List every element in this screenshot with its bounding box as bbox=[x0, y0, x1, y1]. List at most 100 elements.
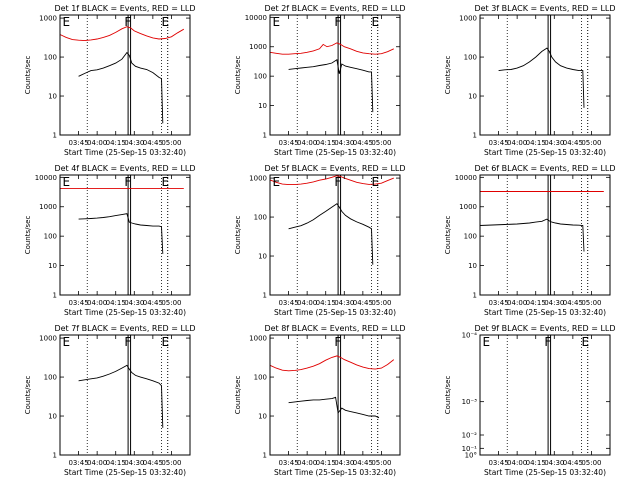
series-lld-line bbox=[269, 355, 395, 372]
y-tick-label: 1 bbox=[473, 292, 477, 300]
x-tick-label: 05:00 bbox=[581, 139, 601, 147]
y-tick-label: 1 bbox=[473, 132, 477, 140]
x-tick-label: 04:45 bbox=[353, 299, 373, 307]
attenuator-flag: E bbox=[62, 175, 70, 189]
panel-title: Det 8f BLACK = Events, RED = LLD bbox=[264, 324, 405, 333]
x-tick-label: 03:45 bbox=[488, 299, 508, 307]
x-tick-label: 03:45 bbox=[68, 299, 88, 307]
x-tick-label: 04:00 bbox=[87, 459, 107, 467]
x-tick-label: 04:15 bbox=[316, 299, 336, 307]
y-tick-label: 10⁻³ bbox=[462, 398, 478, 406]
x-tick-label: 05:00 bbox=[371, 299, 391, 307]
x-tick-label: 04:00 bbox=[507, 459, 527, 467]
attenuator-flag: E bbox=[162, 335, 170, 349]
y-tick-label: 100 bbox=[44, 54, 57, 62]
x-tick-label: 04:15 bbox=[316, 139, 336, 147]
y-tick-label: 1000 bbox=[249, 175, 267, 183]
attenuator-flag: E bbox=[372, 175, 380, 189]
y-tick-label: 10⁻² bbox=[462, 432, 478, 440]
x-tick-label: 04:00 bbox=[87, 139, 107, 147]
panel-title: Det 1f BLACK = Events, RED = LLD bbox=[54, 4, 195, 13]
detector-panel-6: Det 6f BLACK = Events, RED = LLD 1 10 100 10… bbox=[444, 164, 616, 317]
x-tick-label: 04:45 bbox=[563, 459, 583, 467]
plot-frame bbox=[479, 14, 611, 136]
series-lld-line bbox=[269, 175, 394, 186]
detector-panel-5: Det 5f BLACK = Events, RED = LLD E F E 1 10 10… bbox=[234, 164, 406, 317]
y-tick-label: 1000 bbox=[39, 203, 57, 211]
series-events-line bbox=[288, 396, 380, 419]
y-tick-label: 1000 bbox=[459, 203, 477, 211]
plot-frame bbox=[59, 334, 191, 456]
panel-title: Det 9f BLACK = Events, RED = LLD bbox=[474, 324, 615, 333]
y-tick-label: 10000 bbox=[455, 174, 477, 182]
y-tick-label: 10⁻⁴ bbox=[462, 332, 478, 340]
x-tick-label: 04:30 bbox=[124, 139, 144, 147]
x-tick-label: 04:30 bbox=[124, 299, 144, 307]
detector-panel-8: Det 8f BLACK = Events, RED = LLD F 1 10 100 1… bbox=[234, 324, 406, 477]
x-axis-title: Start Time (25-Sep-15 03:32:40) bbox=[484, 468, 606, 477]
x-axis-title: Start Time (25-Sep-15 03:32:40) bbox=[484, 308, 606, 317]
series-events-line bbox=[288, 203, 374, 265]
detector-panel-2: Det 2f BLACK = Events, RED = LLD E F E 1 10 10… bbox=[234, 4, 406, 157]
attenuator-flag: E bbox=[162, 175, 170, 189]
panel-title: Det 7f BLACK = Events, RED = LLD bbox=[54, 324, 195, 333]
y-tick-label: 1 bbox=[53, 292, 57, 300]
x-axis-title: Start Time (25-Sep-15 03:32:40) bbox=[274, 308, 396, 317]
x-tick-label: 04:00 bbox=[297, 299, 317, 307]
attenuator-flag: E bbox=[162, 15, 170, 29]
x-tick-label: 05:00 bbox=[371, 139, 391, 147]
x-tick-label: 03:45 bbox=[488, 139, 508, 147]
y-tick-label: 10 bbox=[48, 93, 57, 101]
panel-title: Det 6f BLACK = Events, RED = LLD bbox=[474, 164, 615, 173]
x-axis-title: Start Time (25-Sep-15 03:32:40) bbox=[274, 148, 396, 157]
x-tick-label: 04:00 bbox=[297, 139, 317, 147]
y-tick-label: 10⁻¹ bbox=[462, 445, 478, 453]
attenuator-flag: E bbox=[272, 175, 280, 189]
x-tick-label: 04:00 bbox=[507, 139, 527, 147]
x-tick-label: 03:45 bbox=[278, 299, 298, 307]
attenuator-flag: F bbox=[124, 175, 131, 189]
x-tick-label: 04:15 bbox=[106, 459, 126, 467]
x-tick-label: 04:15 bbox=[106, 139, 126, 147]
x-tick-label: 03:45 bbox=[488, 459, 508, 467]
y-tick-label: 10000 bbox=[35, 174, 57, 182]
y-tick-label: 1 bbox=[263, 292, 267, 300]
detector-panel-4: Det 4f BLACK = Events, RED = LLD E F E 1 10 10… bbox=[24, 164, 196, 317]
y-axis-title: Counts/sec bbox=[24, 56, 32, 95]
x-tick-label: 04:30 bbox=[124, 459, 144, 467]
series-events-line bbox=[78, 51, 164, 124]
attenuator-flag: E bbox=[62, 15, 70, 29]
panel-title: Det 3f BLACK = Events, RED = LLD bbox=[474, 4, 615, 13]
y-tick-label: 1000 bbox=[39, 15, 57, 23]
y-tick-label: 10 bbox=[48, 262, 57, 270]
x-tick-label: 04:15 bbox=[316, 459, 336, 467]
series-events-line bbox=[498, 47, 585, 108]
x-tick-label: 04:15 bbox=[526, 299, 546, 307]
x-tick-label: 05:00 bbox=[161, 139, 181, 147]
x-tick-label: 04:45 bbox=[353, 139, 373, 147]
x-tick-label: 04:45 bbox=[353, 459, 373, 467]
y-tick-label: 1 bbox=[263, 132, 267, 140]
plot-frame bbox=[479, 174, 611, 296]
attenuator-flag: F bbox=[544, 335, 551, 349]
x-tick-label: 03:45 bbox=[68, 139, 88, 147]
y-tick-label: 10 bbox=[48, 413, 57, 421]
y-tick-label: 100 bbox=[254, 73, 267, 81]
x-tick-label: 04:00 bbox=[87, 299, 107, 307]
y-tick-label: 100 bbox=[254, 374, 267, 382]
y-axis-title: Counts/sec bbox=[444, 216, 452, 255]
x-axis-title: Start Time (25-Sep-15 03:32:40) bbox=[64, 148, 186, 157]
x-tick-label: 03:45 bbox=[278, 139, 298, 147]
x-tick-label: 05:00 bbox=[161, 299, 181, 307]
y-tick-label: 1000 bbox=[249, 43, 267, 51]
y-tick-label: 10 bbox=[468, 93, 477, 101]
attenuator-flag: F bbox=[124, 15, 131, 29]
x-axis-title: Start Time (25-Sep-15 03:32:40) bbox=[64, 468, 186, 477]
x-tick-label: 04:00 bbox=[507, 299, 527, 307]
x-tick-label: 04:15 bbox=[106, 299, 126, 307]
x-tick-label: 04:15 bbox=[526, 139, 546, 147]
series-events-line bbox=[479, 218, 585, 252]
x-tick-label: 04:45 bbox=[143, 299, 163, 307]
y-tick-label: 10000 bbox=[245, 14, 267, 22]
